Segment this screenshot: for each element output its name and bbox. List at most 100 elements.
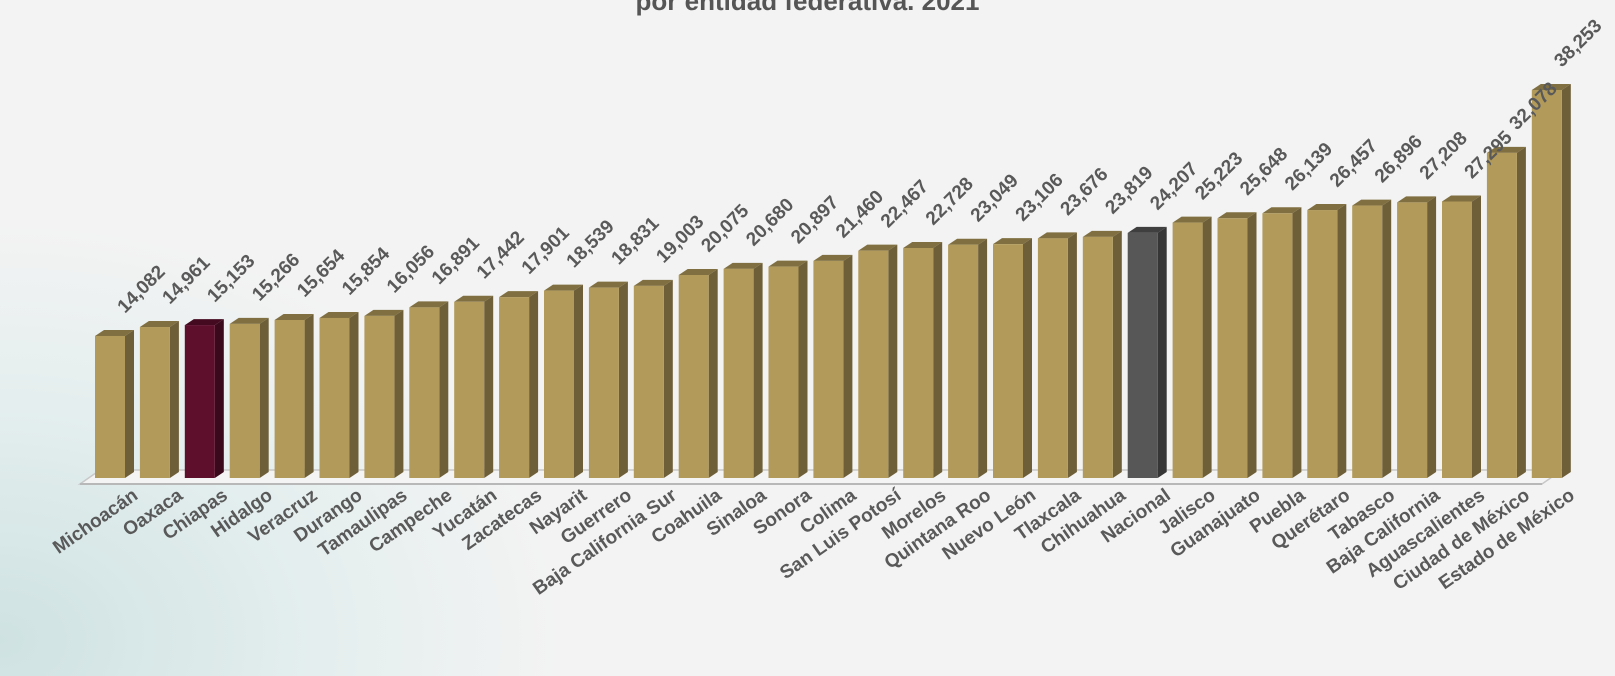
value-label: 17,442 <box>473 227 529 283</box>
bar-side <box>1516 146 1526 478</box>
bar-side <box>978 238 988 478</box>
bar-colima <box>813 254 853 478</box>
bar-queretaro <box>1307 204 1347 478</box>
bar-side <box>304 313 314 478</box>
bar-side <box>1472 195 1481 478</box>
bar-top <box>499 291 539 298</box>
bar-puebla <box>1262 207 1302 479</box>
bar-guanajuato <box>1217 212 1257 478</box>
bar-front <box>1486 152 1517 478</box>
bar-front <box>1262 213 1293 479</box>
bar-side <box>1561 83 1571 478</box>
bar-top <box>319 311 359 318</box>
value-label: 20,680 <box>742 194 798 250</box>
bar-side <box>125 329 134 478</box>
bar-san-luis-potosi <box>858 244 898 478</box>
bar-top <box>1531 83 1571 90</box>
bar-side <box>618 281 628 478</box>
bar-front <box>229 323 260 478</box>
bar-front <box>1442 201 1472 478</box>
bar-side <box>169 321 179 478</box>
bar-yucatan <box>454 295 494 478</box>
bar-coahuila <box>678 268 718 478</box>
value-label: 25,223 <box>1191 148 1247 204</box>
bar-front <box>588 287 619 478</box>
bar-top <box>1486 146 1526 153</box>
bar-front <box>813 260 844 478</box>
bar-front <box>1172 222 1203 478</box>
bar-front <box>1082 236 1113 478</box>
bar-front <box>1307 210 1338 478</box>
bar-nacional <box>1127 226 1167 478</box>
bar-zacatecas <box>499 291 539 478</box>
bar-top <box>1262 207 1302 214</box>
bar-top <box>633 279 673 286</box>
bar-front <box>184 325 215 478</box>
bar-front <box>454 301 485 478</box>
value-label: 23,676 <box>1057 164 1113 220</box>
bar-top <box>274 313 314 320</box>
bar-side <box>259 317 269 478</box>
bar-top <box>723 262 763 269</box>
bar-top <box>1442 195 1481 202</box>
bar-oaxaca <box>139 321 179 478</box>
bar-front <box>903 247 934 478</box>
bar-top <box>1127 226 1167 233</box>
bar-aguascalientes <box>1442 195 1481 478</box>
bar-top <box>858 244 898 251</box>
bar-nayarit <box>544 284 583 478</box>
value-label: 18,539 <box>563 216 619 272</box>
bar-top <box>1352 199 1392 206</box>
bar-guerrero <box>588 281 628 478</box>
bar-side <box>1067 232 1077 478</box>
bar-top <box>1307 204 1347 211</box>
bar-front <box>139 327 170 478</box>
bar-top <box>139 321 179 328</box>
bar-side <box>1427 196 1437 478</box>
bar-nuevo-leon <box>993 238 1032 478</box>
bar-side <box>798 260 808 478</box>
bar-top <box>1217 212 1257 219</box>
value-label: 23,106 <box>1012 170 1068 226</box>
bar-front <box>1352 205 1383 478</box>
value-label: 22,467 <box>877 176 933 232</box>
bar-front <box>1397 202 1428 478</box>
value-label: 27,208 <box>1416 128 1472 184</box>
bar-tamaulipas <box>364 309 404 478</box>
bar-sinaloa <box>723 262 763 478</box>
bar-front <box>364 315 395 478</box>
bar-front <box>544 290 574 478</box>
value-label: 22,728 <box>922 174 978 230</box>
bar-side <box>214 319 224 478</box>
value-label: 26,896 <box>1371 131 1427 187</box>
bar-ciudad-de-mexico <box>1486 146 1526 478</box>
bar-sonora <box>768 260 808 478</box>
value-label: 15,153 <box>203 251 259 307</box>
bar-top <box>409 301 449 308</box>
bar-top <box>454 295 494 302</box>
value-label: 16,891 <box>428 233 484 289</box>
value-label: 14,082 <box>114 262 170 318</box>
bar-top <box>768 260 808 267</box>
value-label: 17,901 <box>518 222 574 278</box>
bar-front <box>1217 218 1248 478</box>
bar-side <box>394 309 404 478</box>
bar-top <box>1037 232 1077 239</box>
bar-top <box>184 319 224 326</box>
bar-top <box>229 317 269 324</box>
bar-front <box>1531 89 1562 478</box>
value-label: 14,961 <box>159 252 215 308</box>
bar-michoacan <box>95 329 134 478</box>
value-label: 16,056 <box>383 241 439 297</box>
category-labels-group: MichoacánOaxacaChiapasHidalgoVeracruzDur… <box>49 484 1578 599</box>
value-label: 25,648 <box>1236 144 1292 200</box>
bar-campeche <box>409 301 449 478</box>
bar-front <box>1037 238 1068 478</box>
bar-side <box>1382 199 1392 478</box>
value-label: 26,139 <box>1281 139 1337 195</box>
bar-tabasco <box>1352 199 1392 478</box>
bar-chiapas <box>184 319 224 478</box>
bar-side <box>888 244 898 478</box>
bar-top <box>544 284 583 291</box>
